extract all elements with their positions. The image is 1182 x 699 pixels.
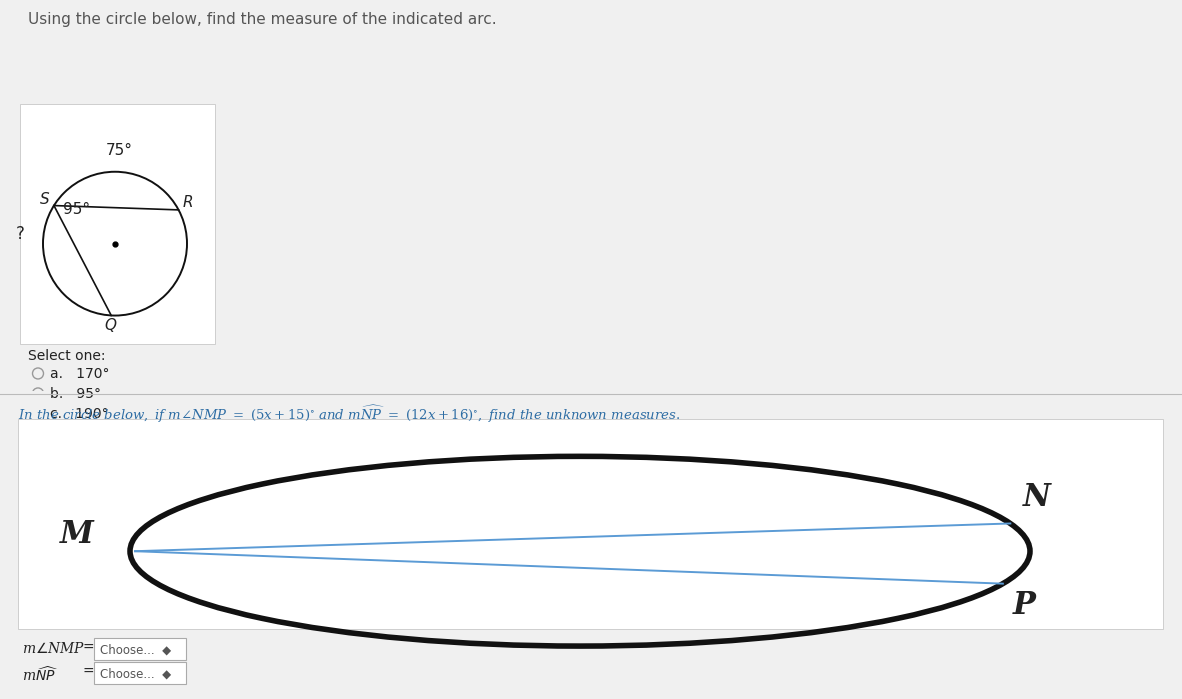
Text: b.   95°: b. 95° [50, 387, 100, 401]
FancyBboxPatch shape [95, 662, 186, 684]
Text: 75°: 75° [105, 143, 132, 158]
Text: Choose...  ◆: Choose... ◆ [100, 643, 171, 656]
Text: Using the circle below, find the measure of the indicated arc.: Using the circle below, find the measure… [28, 12, 496, 27]
Text: =: = [82, 665, 93, 679]
Text: Q: Q [104, 319, 116, 333]
Text: Select one:: Select one: [28, 349, 105, 363]
FancyBboxPatch shape [18, 419, 1163, 629]
Text: M: M [60, 519, 93, 550]
Text: N: N [1022, 482, 1051, 512]
FancyBboxPatch shape [20, 104, 215, 343]
FancyBboxPatch shape [95, 638, 186, 660]
Text: $\it{In\ the\ circle\ below,\ if\ m\angle NMP}$$\it{\ =\ (5x+15)^{\circ}\ and\ m: $\it{In\ the\ circle\ below,\ if\ m\angl… [18, 403, 681, 424]
Text: m$\angle$NMP: m$\angle$NMP [22, 641, 85, 656]
Text: 95°: 95° [63, 201, 90, 217]
Text: a.   170°: a. 170° [50, 368, 110, 382]
Text: d.   85°: d. 85° [50, 427, 100, 441]
Text: m$\widehat{NP}$: m$\widehat{NP}$ [22, 665, 59, 684]
Text: R: R [182, 195, 193, 210]
Text: S: S [40, 192, 50, 207]
Text: P: P [1013, 590, 1035, 621]
Text: c.   190°: c. 190° [50, 408, 109, 421]
Text: =: = [82, 641, 93, 655]
Text: Choose...  ◆: Choose... ◆ [100, 667, 171, 680]
Text: ?: ? [17, 224, 25, 243]
